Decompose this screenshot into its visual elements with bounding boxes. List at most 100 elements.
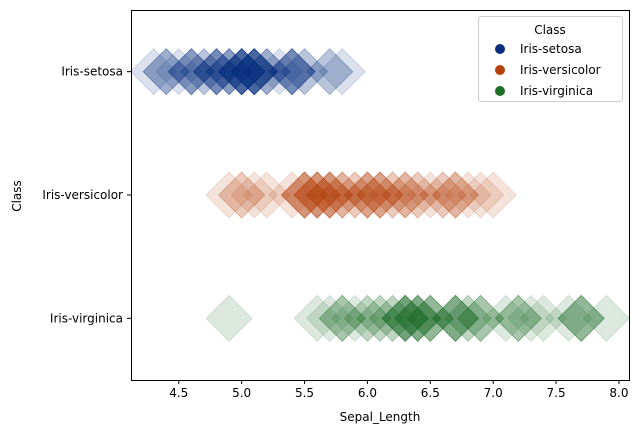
data-point — [268, 171, 316, 219]
data-point — [305, 47, 354, 96]
legend-marker — [495, 65, 505, 75]
data-point — [318, 294, 366, 343]
data-point — [217, 47, 266, 96]
data-point — [142, 47, 190, 96]
data-point — [280, 171, 329, 219]
data-point — [217, 47, 266, 96]
data-point — [280, 171, 329, 219]
data-point — [406, 294, 455, 343]
data-point — [431, 171, 480, 219]
data-point — [217, 47, 266, 96]
data-point — [268, 47, 316, 96]
data-point — [217, 47, 266, 96]
data-point — [305, 171, 354, 219]
data-point — [217, 47, 266, 96]
data-point — [557, 294, 605, 343]
data-point — [205, 47, 253, 96]
data-point — [431, 294, 480, 343]
data-point — [356, 294, 404, 343]
data-point — [381, 294, 429, 343]
x-tick-label: 8.0 — [609, 386, 628, 400]
data-point — [142, 47, 190, 96]
data-point — [280, 171, 329, 219]
data-point — [293, 171, 341, 219]
x-tick-label: 7.5 — [547, 386, 566, 400]
data-point — [192, 47, 241, 96]
data-point — [557, 294, 605, 343]
data-point — [305, 171, 354, 219]
data-point — [318, 47, 366, 96]
x-axis: 4.5 5.0 5.5 6.0 6.5 7.0 7.5 8.0 — [169, 380, 628, 400]
data-point — [243, 47, 291, 96]
x-tick-label: 7.0 — [484, 386, 503, 400]
data-point — [557, 294, 605, 343]
x-tick-label: 4.5 — [169, 386, 188, 400]
data-point — [343, 171, 392, 219]
data-point — [394, 294, 442, 343]
data-point — [167, 47, 216, 96]
data-point — [268, 47, 316, 96]
data-point — [280, 171, 329, 219]
data-point — [456, 294, 505, 343]
data-point — [318, 294, 366, 343]
data-point — [356, 294, 404, 343]
data-point — [343, 294, 392, 343]
data-point — [305, 294, 354, 343]
legend-entries: Iris-setosa Iris-versicolor Iris-virginica — [495, 42, 601, 98]
data-point — [469, 171, 517, 219]
data-point — [192, 47, 241, 96]
data-point — [394, 171, 442, 219]
data-point — [356, 171, 404, 219]
data-point — [243, 47, 291, 96]
data-point — [243, 171, 291, 219]
y-axis: Iris-setosa Iris-versicolor Iris-virginica — [42, 65, 131, 325]
data-point — [544, 294, 593, 343]
data-point — [406, 294, 455, 343]
data-point — [431, 294, 480, 343]
data-point — [205, 171, 253, 219]
data-point — [444, 294, 492, 343]
data-point — [167, 47, 216, 96]
data-point — [456, 294, 505, 343]
data-point — [444, 294, 492, 343]
data-point — [494, 294, 543, 343]
data-point — [305, 171, 354, 219]
data-point — [255, 47, 304, 96]
data-point — [280, 171, 329, 219]
data-point — [431, 171, 480, 219]
x-axis-label: Sepal_Length — [340, 410, 421, 424]
data-point — [343, 171, 392, 219]
data-point — [394, 294, 442, 343]
y-tick-label: Iris-versicolor — [42, 188, 123, 202]
data-point — [406, 294, 455, 343]
data-point — [381, 294, 429, 343]
legend-label: Iris-setosa — [520, 42, 582, 56]
data-point — [305, 171, 354, 219]
data-point — [217, 47, 266, 96]
data-point — [205, 47, 253, 96]
legend-marker — [495, 44, 505, 54]
data-point — [230, 47, 278, 96]
data-point — [230, 47, 278, 96]
data-point — [230, 47, 278, 96]
data-point — [230, 47, 278, 96]
data-point — [192, 47, 241, 96]
data-point — [331, 294, 379, 343]
data-point — [167, 47, 216, 96]
data-point — [230, 47, 278, 96]
data-point — [394, 294, 442, 343]
data-point — [343, 294, 392, 343]
data-point — [381, 171, 429, 219]
data-point — [356, 171, 404, 219]
data-point — [293, 171, 341, 219]
data-point — [356, 171, 404, 219]
data-point — [381, 294, 429, 343]
data-point — [155, 47, 203, 96]
data-point — [293, 294, 341, 343]
data-point — [419, 171, 467, 219]
data-point — [230, 47, 278, 96]
data-point — [507, 294, 555, 343]
data-point — [519, 294, 568, 343]
data-point — [431, 294, 480, 343]
data-point — [318, 171, 366, 219]
